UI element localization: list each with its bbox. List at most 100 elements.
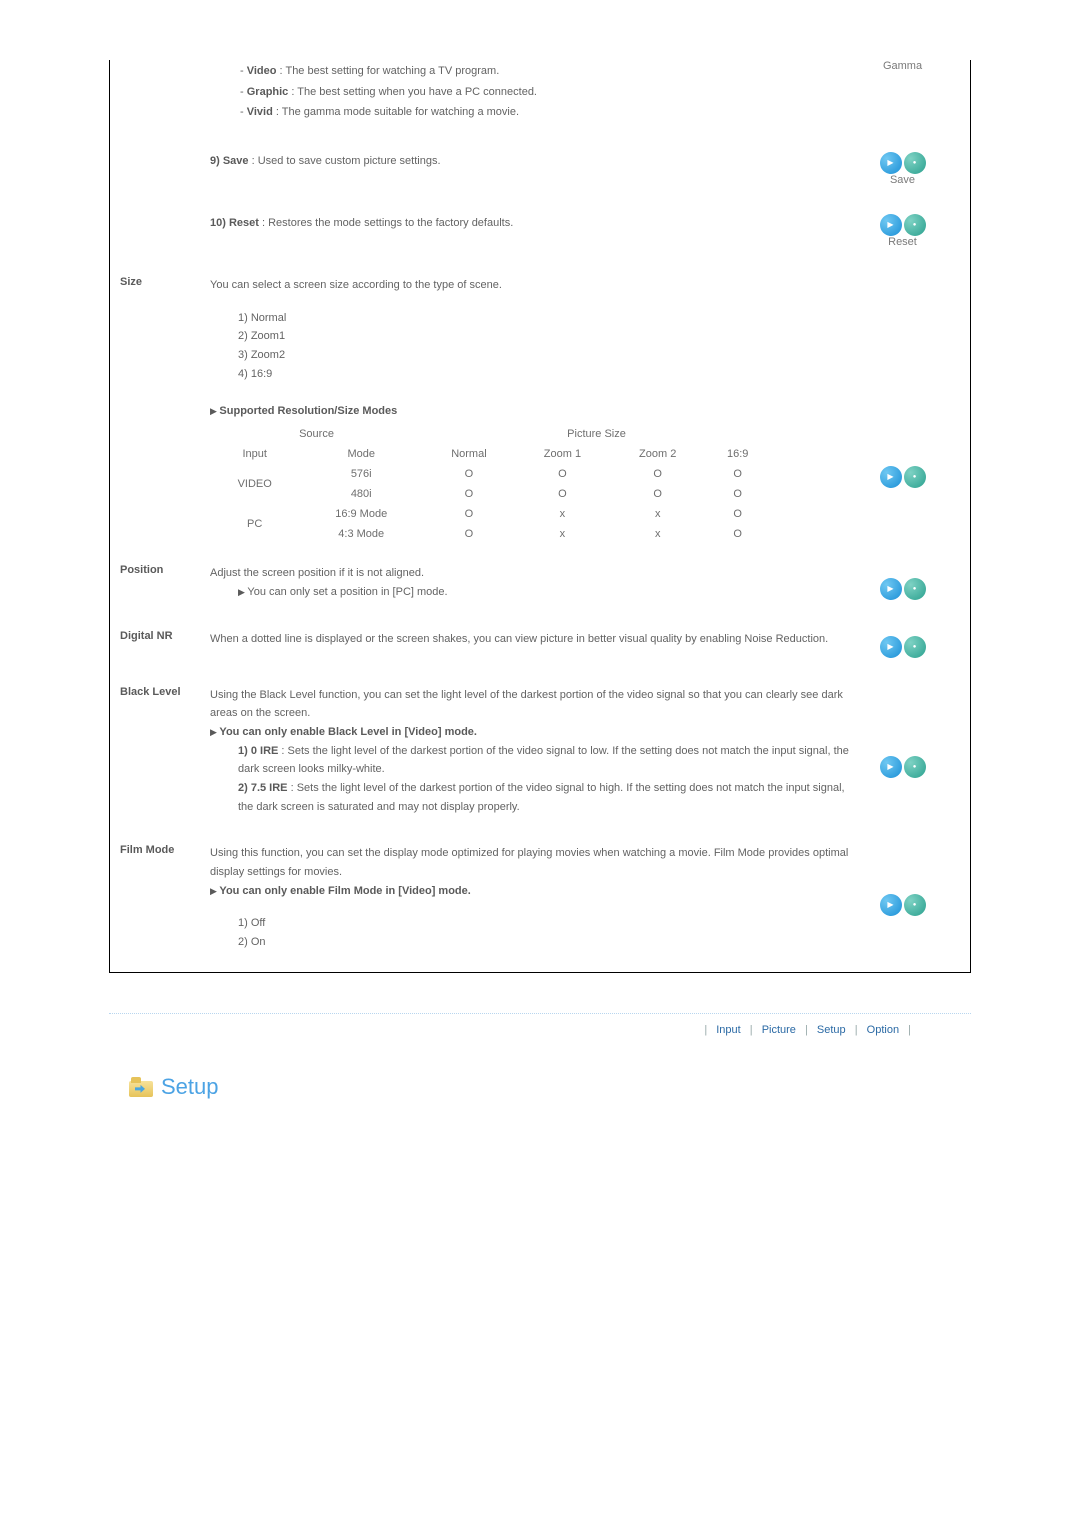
digital-nr-row: Digital NR When a dotted line is display…: [110, 630, 940, 658]
gamma-list: Video : The best setting for watching a …: [210, 62, 855, 122]
save-title: 9) Save: [210, 155, 249, 167]
save-icons[interactable]: [880, 152, 926, 174]
size-option: 1) Normal: [210, 309, 855, 328]
gamma-item-desc: : The best setting when you have a PC co…: [288, 86, 537, 98]
setup-title: Setup: [161, 1074, 219, 1100]
black-level-opt1-desc: : Sets the light level of the darkest po…: [238, 745, 849, 776]
separator: |: [855, 1024, 858, 1036]
footer-link-option[interactable]: Option: [861, 1024, 905, 1036]
stop-icon[interactable]: [904, 214, 926, 236]
footer-links: | Input | Picture | Setup | Option |: [109, 1013, 971, 1036]
play-icon[interactable]: [880, 578, 902, 600]
save-right-label: Save: [865, 174, 940, 186]
cell-mode: 576i: [299, 464, 423, 484]
th-normal: Normal: [423, 444, 515, 464]
size-desc: You can select a screen size according t…: [210, 276, 855, 295]
resolution-table: Source Picture Size Input Mode Normal Zo…: [210, 424, 770, 544]
film-mode-desc: Using this function, you can set the dis…: [210, 844, 855, 881]
cell-normal: O: [423, 464, 515, 484]
reset-row: 10) Reset : Restores the mode settings t…: [110, 214, 940, 248]
table-row: VIDEO 576i O O O O: [210, 464, 770, 484]
size-option: 4) 16:9: [210, 365, 855, 384]
size-table-title: Supported Resolution/Size Modes: [219, 405, 397, 417]
film-mode-label: Film Mode: [110, 844, 210, 856]
cell-169: O: [705, 464, 770, 484]
black-level-row: Black Level Using the Black Level functi…: [110, 686, 940, 817]
cell-zoom1: x: [515, 504, 610, 524]
footer-link-picture[interactable]: Picture: [756, 1024, 802, 1036]
cell-zoom2: O: [610, 484, 705, 504]
stop-icon[interactable]: [904, 756, 926, 778]
save-row: 9) Save : Used to save custom picture se…: [110, 152, 940, 186]
stop-icon[interactable]: [904, 894, 926, 916]
th-mode: Mode: [299, 444, 423, 464]
stop-icon[interactable]: [904, 636, 926, 658]
black-level-opt2-desc: : Sets the light level of the darkest po…: [238, 782, 845, 813]
gamma-item-name: Graphic: [247, 86, 289, 98]
reset-right-label: Reset: [865, 236, 940, 248]
play-icon[interactable]: [880, 152, 902, 174]
cell-169: O: [705, 524, 770, 544]
stop-icon[interactable]: [904, 152, 926, 174]
film-mode-option: 2) On: [210, 933, 855, 952]
film-mode-row: Film Mode Using this function, you can s…: [110, 844, 940, 951]
cell-mode: 480i: [299, 484, 423, 504]
size-row: Size You can select a screen size accord…: [110, 276, 940, 544]
digital-nr-desc: When a dotted line is displayed or the s…: [210, 630, 855, 649]
cell-zoom2: x: [610, 524, 705, 544]
position-desc: Adjust the screen position if it is not …: [210, 564, 855, 583]
separator: |: [805, 1024, 808, 1036]
size-label: Size: [110, 276, 210, 288]
reset-title: 10) Reset: [210, 217, 259, 229]
cell-169: O: [705, 484, 770, 504]
gamma-item-name: Vivid: [247, 106, 273, 118]
cell-normal: O: [423, 484, 515, 504]
play-icon[interactable]: [880, 466, 902, 488]
size-icons[interactable]: [880, 466, 926, 488]
black-level-desc: Using the Black Level function, you can …: [210, 686, 855, 723]
th-169: 16:9: [705, 444, 770, 464]
setup-heading-row: Setup: [109, 1074, 971, 1100]
cell-mode: 4:3 Mode: [299, 524, 423, 544]
cell-normal: O: [423, 504, 515, 524]
th-zoom2: Zoom 2: [610, 444, 705, 464]
size-option: 3) Zoom2: [210, 346, 855, 365]
position-row: Position Adjust the screen position if i…: [110, 564, 940, 601]
play-icon[interactable]: [880, 214, 902, 236]
stop-icon[interactable]: [904, 466, 926, 488]
folder-icon: [129, 1077, 153, 1097]
cell-normal: O: [423, 524, 515, 544]
gamma-item-desc: : The gamma mode suitable for watching a…: [273, 106, 519, 118]
arrow-icon: [135, 1084, 145, 1094]
stop-icon[interactable]: [904, 578, 926, 600]
film-mode-note: You can only enable Film Mode in [Video]…: [219, 885, 470, 897]
digital-nr-label: Digital NR: [110, 630, 210, 642]
th-input: Input: [210, 444, 299, 464]
black-level-opt1-title: 1) 0 IRE: [238, 745, 278, 757]
th-picture-size: Picture Size: [423, 424, 770, 444]
play-icon[interactable]: [880, 756, 902, 778]
position-label: Position: [110, 564, 210, 576]
separator: |: [704, 1024, 707, 1036]
play-icon[interactable]: [880, 894, 902, 916]
cell-zoom1: x: [515, 524, 610, 544]
reset-icons[interactable]: [880, 214, 926, 236]
black-level-label: Black Level: [110, 686, 210, 698]
position-note: You can only set a position in [PC] mode…: [210, 583, 855, 602]
settings-panel: Video : The best setting for watching a …: [109, 60, 971, 973]
film-mode-option: 1) Off: [210, 914, 855, 933]
cell-mode: 16:9 Mode: [299, 504, 423, 524]
position-icons[interactable]: [880, 578, 926, 600]
footer-link-setup[interactable]: Setup: [811, 1024, 852, 1036]
separator: |: [750, 1024, 753, 1036]
gamma-item-name: Video: [247, 65, 277, 77]
save-desc: : Used to save custom picture settings.: [249, 155, 441, 167]
play-icon[interactable]: [880, 636, 902, 658]
digital-nr-icons[interactable]: [880, 636, 926, 658]
footer-link-input[interactable]: Input: [710, 1024, 746, 1036]
size-option: 2) Zoom1: [210, 327, 855, 346]
cell-input: VIDEO: [210, 464, 299, 504]
film-mode-icons[interactable]: [880, 894, 926, 916]
cell-zoom1: O: [515, 484, 610, 504]
black-level-icons[interactable]: [880, 756, 926, 778]
